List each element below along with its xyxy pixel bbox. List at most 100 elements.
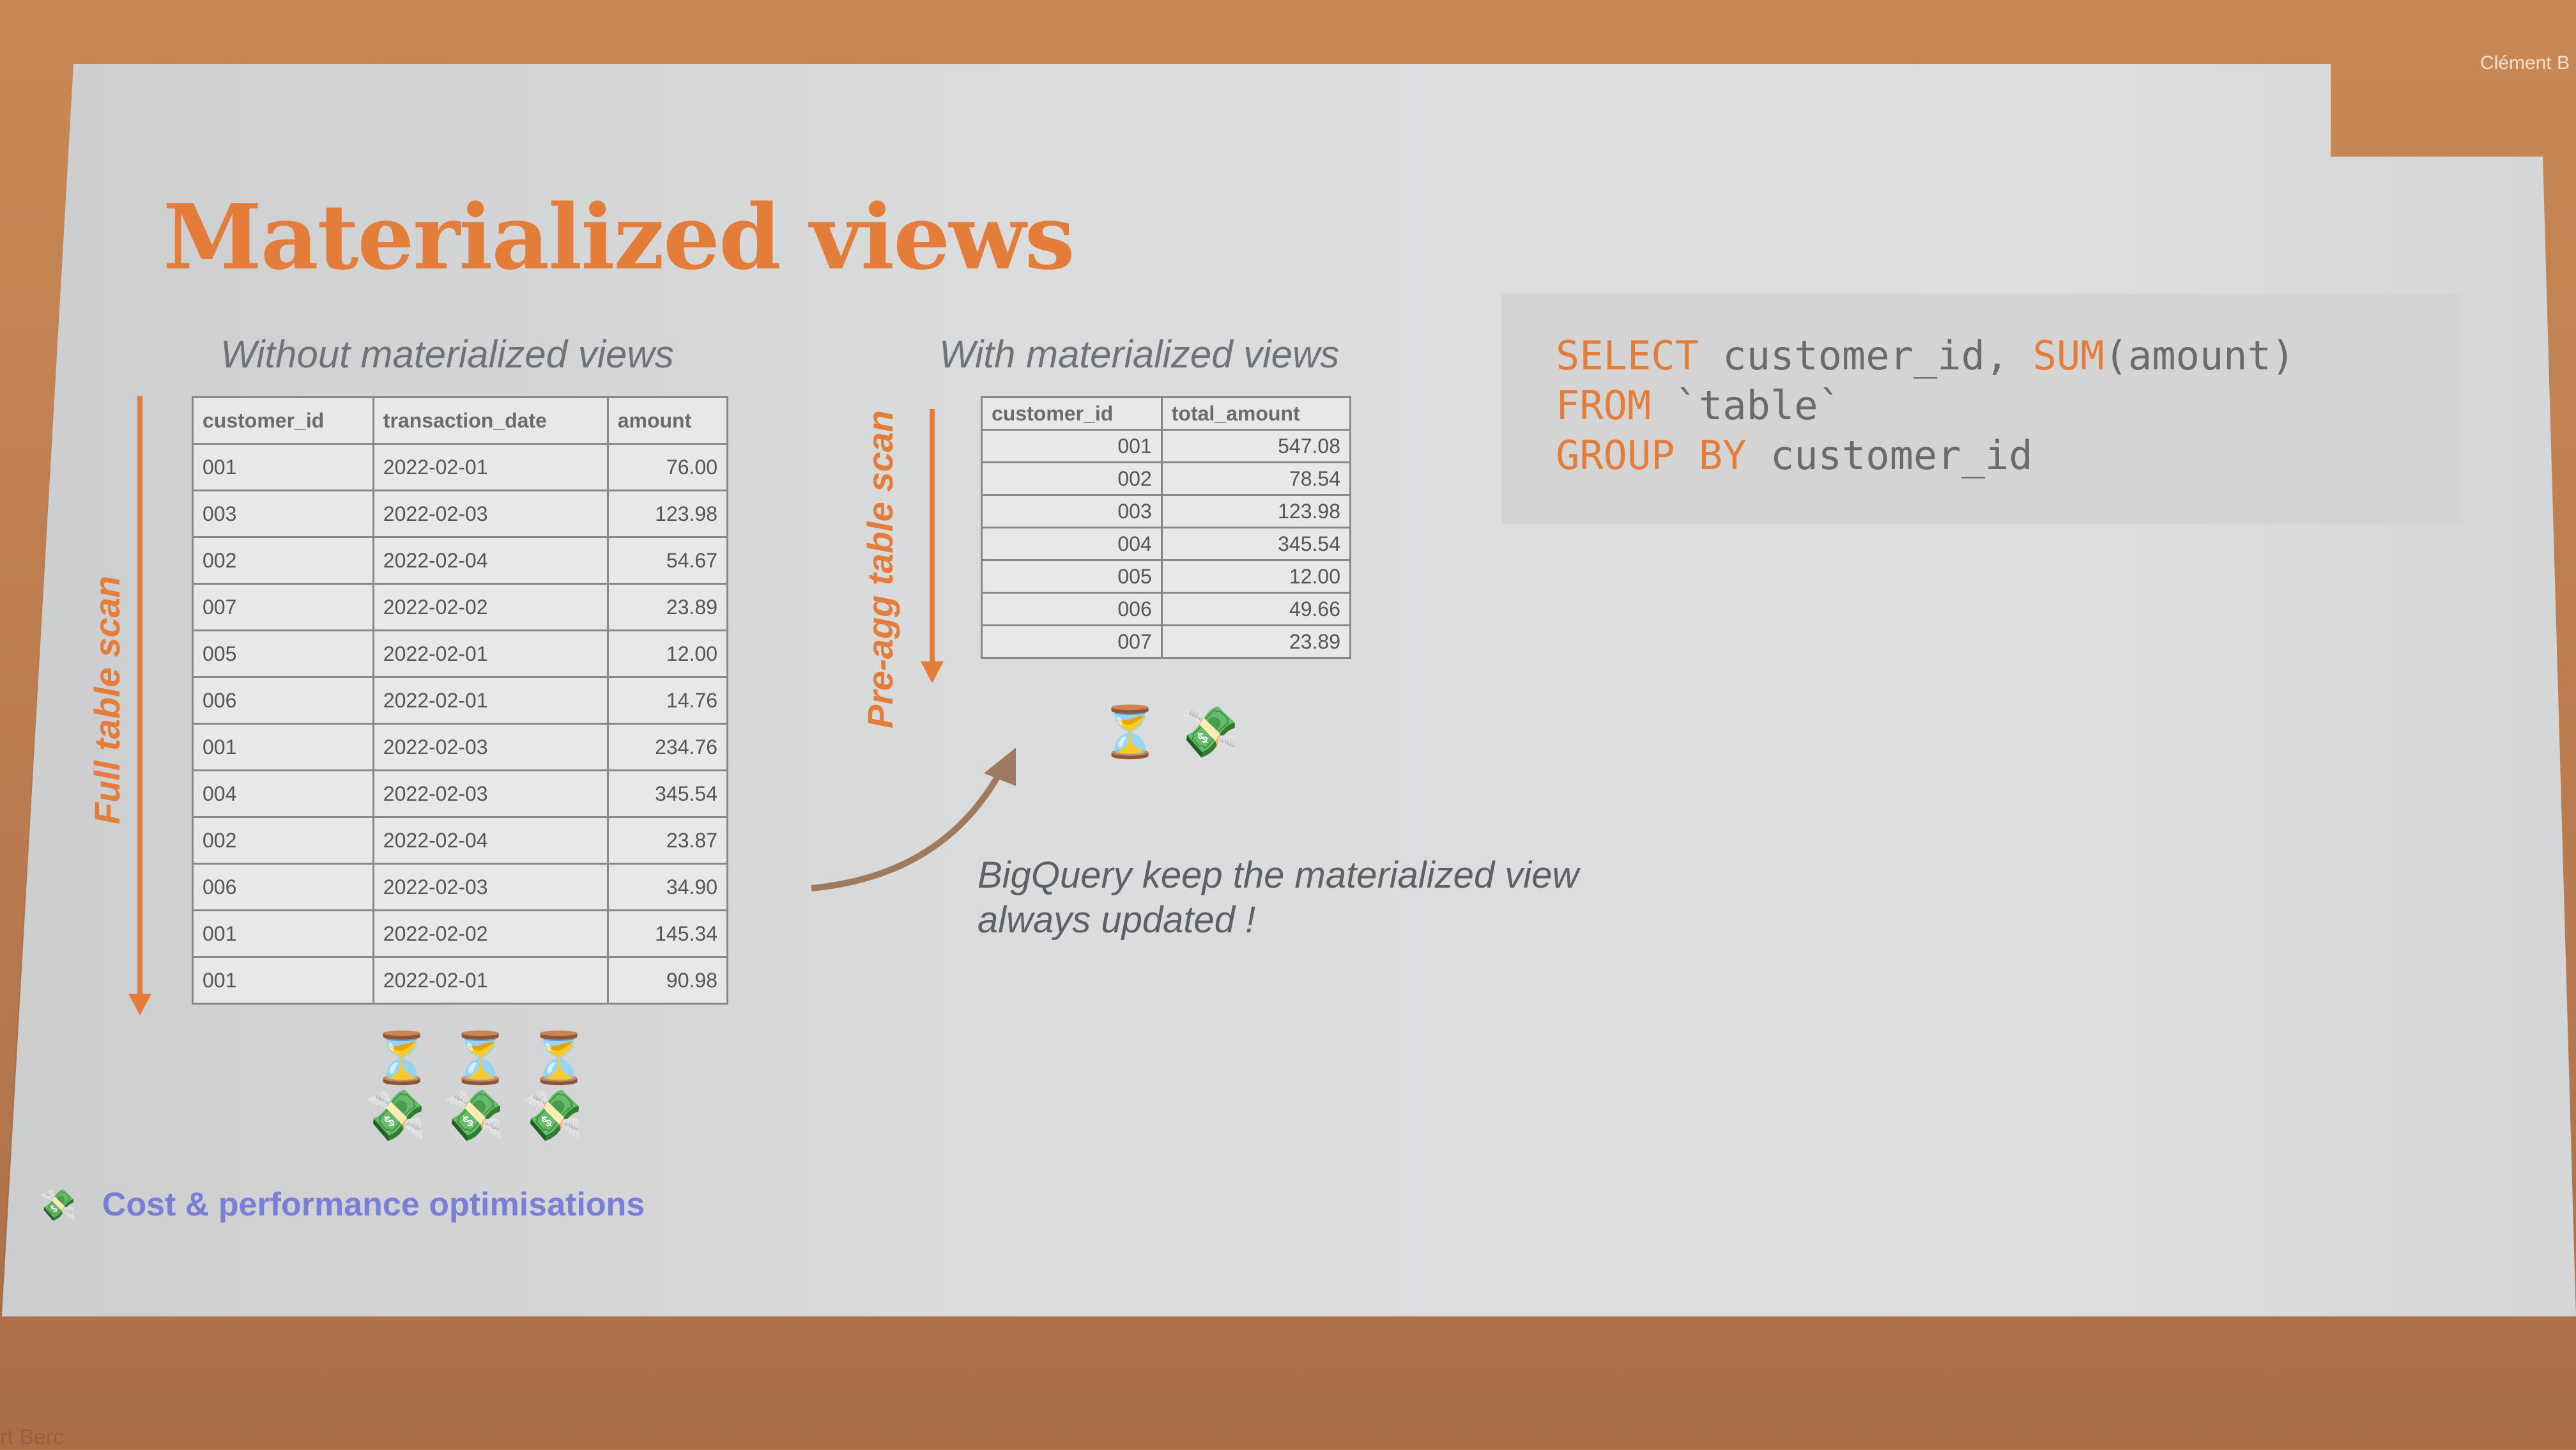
sql-code-box [1501,294,2460,524]
table-cell: 004 [981,527,1163,561]
table-row: 001 547.08 [981,429,1352,463]
hourglass-icon: ⏳ [449,1030,512,1086]
sql-keyword: SUM [2032,332,2104,379]
table-cell: 12.00 [606,629,729,678]
table-cell: 005 [192,629,374,678]
table-cell: 001 [192,723,374,771]
sql-text: `table` [1651,382,1842,429]
update-note: BigQuery keep the materialized view alwa… [977,854,1579,941]
table-cell: 2022-02-03 [372,769,609,818]
raw-transactions-table: customer_id transaction_date amount 001 202… [192,396,729,1005]
table-cell: 001 [192,909,374,958]
table-cell: 007 [192,583,374,631]
update-arrow [811,748,1016,891]
table-cell: 2022-02-03 [372,490,609,538]
table-cell: 2022-02-02 [372,583,609,631]
sql-text: (amount) [2104,332,2296,379]
sql-text: customer_id, [1698,332,2033,379]
sql-line-3: GROUP BY customer_id [1556,432,2033,479]
footer-text: Cost & performance optimisations [102,1186,645,1223]
table-cell: 54.67 [606,536,729,585]
table-cell: 34.90 [606,863,729,911]
table-cell: 2022-02-01 [372,956,609,1005]
preagg-label: Pre-agg table scan [860,410,900,729]
table-cell: 76.00 [606,443,729,491]
table-cell: 345.54 [1160,527,1352,561]
table-cell: 001 [192,956,374,1005]
full-scan-arrow-line [137,396,142,997]
table-cell: 001 [192,443,374,491]
table-cell: 23.89 [1160,624,1352,659]
aggregated-table: customer_id total_amount 001 547.08 002 78.5… [981,396,1352,659]
table-cell: 345.54 [606,769,729,818]
table-row: 002 78.54 [981,461,1352,496]
table-cell: 2022-02-03 [372,723,609,771]
sql-keyword: GROUP BY [1556,432,1747,479]
sql-keyword: SELECT [1556,332,1699,379]
table-row: 005 2022-02-01 12.00 [192,629,729,678]
money-icon: 💸 [521,1087,584,1143]
column-header: total_amount [1160,396,1352,431]
raw-money-icons: 💸 💸 💸 [364,1086,583,1145]
footer: 💸 Cost & performance optimisations [38,1185,645,1224]
table-row: 004 2022-02-03 345.54 [192,769,729,818]
table-cell: 90.98 [606,956,729,1005]
table-row: 003 2022-02-03 123.98 [192,490,729,538]
table-cell: 002 [192,816,374,865]
table-cell: 14.76 [606,676,729,725]
table-row: 001 2022-02-01 76.00 [192,443,729,491]
slide-title: Materialized views [163,185,1075,290]
table-cell: 23.87 [606,816,729,865]
table-row: 001 2022-02-02 145.34 [192,909,729,958]
table-cell: 2022-02-02 [372,909,609,958]
table-cell: 2022-02-03 [372,863,609,911]
table-row: 007 23.89 [981,624,1352,659]
table-cell: 006 [981,592,1163,626]
money-icon: 💸 [443,1087,505,1143]
table-row: 006 2022-02-03 34.90 [192,863,729,911]
table-cell: 2022-02-01 [372,443,609,491]
preagg-arrow-line [930,409,935,665]
table-cell: 002 [981,461,1163,496]
table-row: 004 345.54 [981,527,1352,561]
table-cell: 003 [192,490,374,538]
table-cell: 123.98 [606,490,729,538]
hourglass-icon: ⏳ [371,1030,433,1086]
table-cell: 49.66 [1160,592,1352,626]
table-row: 006 49.66 [981,592,1352,626]
money-icon: 💸 [1177,704,1240,760]
sql-keyword: FROM [1556,382,1652,429]
sql-line-2: FROM `table` [1556,382,1842,429]
table-cell: 007 [981,624,1163,659]
full-scan-arrowhead [128,994,151,1015]
table-cell: 78.54 [1160,461,1352,496]
table-cell: 2022-02-04 [372,536,609,585]
hourglass-icon: ⏳ [528,1030,590,1086]
agg-cost-icons: ⏳ 💸 [1099,703,1239,762]
table-row: 006 2022-02-01 14.76 [192,676,729,725]
table-cell: 006 [192,863,374,911]
table-cell: 004 [192,769,374,818]
table-row: 002 2022-02-04 54.67 [192,536,729,585]
presenter-name: Clément B [2480,52,2570,73]
table-row: 001 2022-02-01 90.98 [192,956,729,1005]
sql-text: customer_id [1746,432,2033,479]
update-arrow-path [811,765,1006,891]
table-cell: 23.89 [606,583,729,631]
table-row: 007 2022-02-02 23.89 [192,583,729,631]
table-cell: 12.00 [1160,559,1352,594]
table-cell: 2022-02-01 [372,629,609,678]
table-cell: 001 [981,429,1163,463]
table-cell: 123.98 [1160,494,1352,528]
sql-line-1: SELECT customer_id, SUM(amount) [1556,332,2295,379]
money-icon: 💸 [364,1087,427,1143]
table-cell: 006 [192,676,374,725]
table-row: 001 2022-02-03 234.76 [192,723,729,771]
column-header: transaction_date [372,396,609,445]
table-cell: 547.08 [1160,429,1352,463]
hourglass-icon: ⏳ [1099,704,1162,760]
table-cell: 002 [192,536,374,585]
money-icon: 💸 [38,1188,77,1222]
table-cell: 2022-02-01 [372,676,609,725]
table-row: 003 123.98 [981,494,1352,528]
